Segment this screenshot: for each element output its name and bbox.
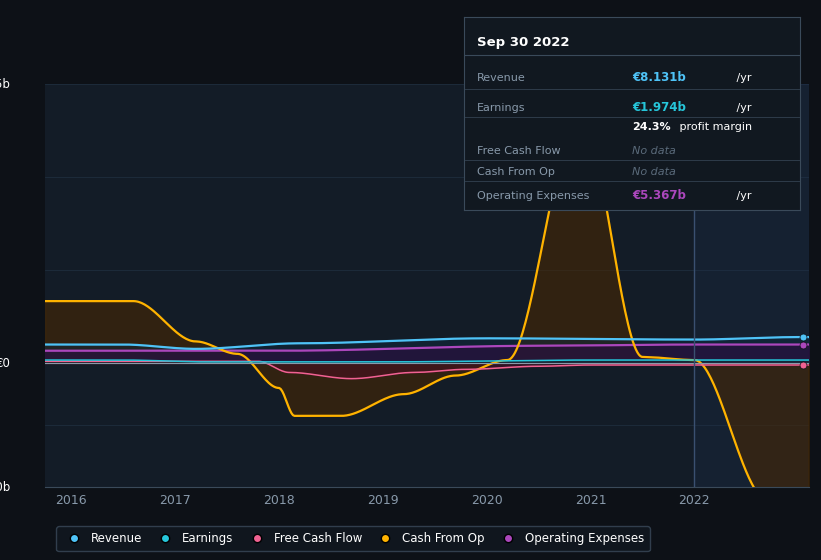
Text: -€20b: -€20b [0,480,11,494]
Text: €0: €0 [0,357,11,370]
Text: Free Cash Flow: Free Cash Flow [477,146,561,156]
Text: Earnings: Earnings [477,102,525,113]
Text: /yr: /yr [733,190,752,200]
Text: No data: No data [632,167,676,178]
Text: Cash From Op: Cash From Op [477,167,555,178]
Text: €8.131b: €8.131b [632,71,686,84]
Text: Sep 30 2022: Sep 30 2022 [477,36,570,49]
Text: Operating Expenses: Operating Expenses [477,190,589,200]
Text: 24.3%: 24.3% [632,122,671,132]
Text: Revenue: Revenue [477,73,526,83]
Legend: Revenue, Earnings, Free Cash Flow, Cash From Op, Operating Expenses: Revenue, Earnings, Free Cash Flow, Cash … [57,526,649,551]
Text: €45b: €45b [0,77,11,91]
Text: profit margin: profit margin [676,122,752,132]
Text: €1.974b: €1.974b [632,101,686,114]
Text: No data: No data [632,146,676,156]
Text: €5.367b: €5.367b [632,189,686,202]
Bar [695,84,809,487]
Text: /yr: /yr [733,73,752,83]
Text: /yr: /yr [733,102,752,113]
